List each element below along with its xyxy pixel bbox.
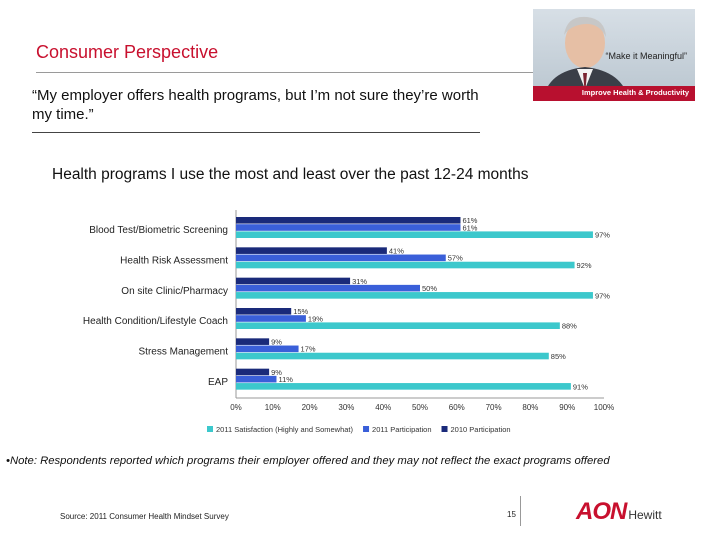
data-label: 97% — [595, 291, 610, 300]
legend-label: 2011 Participation — [372, 425, 431, 434]
source-citation: Source: 2011 Consumer Health Mindset Sur… — [60, 512, 229, 521]
logo-aon-text: AON — [576, 498, 627, 525]
data-label: 61% — [462, 216, 477, 225]
x-tick-label: 0% — [230, 403, 242, 412]
data-label: 85% — [551, 352, 566, 361]
footnote: •Note: Respondents reported which progra… — [6, 455, 610, 467]
bar-2 — [236, 322, 560, 329]
data-label: 19% — [308, 314, 323, 323]
quote-divider — [32, 132, 480, 133]
data-label: 9% — [271, 368, 282, 377]
aon-hewitt-logo: AON Hewitt — [576, 498, 662, 526]
legend-label: 2010 Participation — [451, 425, 511, 434]
bar-2 — [236, 383, 571, 390]
x-tick-label: 100% — [594, 403, 614, 412]
banner-band: Improve Health & Productivity — [533, 86, 695, 101]
data-label: 61% — [462, 223, 477, 232]
x-tick-label: 20% — [302, 403, 318, 412]
category-label: Health Condition/Lifestyle Coach — [83, 316, 228, 327]
bar-2 — [236, 292, 593, 299]
x-tick-label: 40% — [375, 403, 391, 412]
chart-title: Health programs I use the most and least… — [52, 166, 529, 183]
legend-label: 2011 Satisfaction (Highly and Somewhat) — [216, 425, 354, 434]
category-label: On site Clinic/Pharmacy — [121, 286, 228, 297]
logo-hewitt-text: Hewitt — [628, 508, 662, 522]
bar-0 — [236, 338, 270, 345]
bar-1 — [236, 254, 446, 262]
x-tick-label: 60% — [449, 403, 465, 412]
bar-1 — [236, 345, 299, 353]
category-label: Health Risk Assessment — [120, 256, 228, 267]
x-tick-label: 10% — [265, 403, 281, 412]
data-label: 9% — [271, 338, 282, 347]
data-label: 41% — [389, 247, 404, 256]
category-label: Blood Test/Biometric Screening — [89, 225, 228, 236]
data-label: 50% — [422, 284, 437, 293]
x-tick-label: 80% — [522, 403, 538, 412]
consumer-quote: “My employer offers health programs, but… — [32, 87, 479, 123]
category-label: Stress Management — [139, 347, 229, 358]
bar-2 — [236, 231, 593, 238]
legend-swatch — [441, 426, 448, 432]
data-label: 17% — [301, 345, 316, 354]
bar-0 — [236, 368, 270, 376]
page-marker-line — [520, 496, 521, 526]
banner-tagline: “Make it Meaningful” — [605, 51, 687, 61]
bar-1 — [236, 284, 420, 292]
bar-1 — [236, 375, 277, 383]
legend-swatch — [363, 426, 370, 432]
data-label: 92% — [577, 261, 592, 270]
x-tick-label: 50% — [412, 403, 428, 412]
data-label: 88% — [562, 322, 577, 331]
bar-1 — [236, 315, 306, 322]
bar-1 — [236, 224, 461, 231]
legend-swatch — [207, 426, 213, 432]
bar-2 — [236, 261, 575, 269]
photo-banner: “Make it Meaningful” Improve Health & Pr… — [533, 9, 695, 101]
slide-title: Consumer Perspective — [36, 42, 219, 62]
bar-2 — [236, 352, 549, 360]
title-divider — [36, 72, 534, 73]
bar-0 — [236, 277, 351, 285]
data-label: 97% — [595, 231, 610, 240]
x-tick-label: 70% — [486, 403, 502, 412]
data-label: 15% — [293, 307, 308, 316]
bar-0 — [236, 247, 387, 254]
page-number: 15 — [507, 510, 516, 519]
banner-band-text: Improve Health & Productivity — [581, 88, 689, 97]
data-label: 91% — [573, 382, 588, 391]
bar-0 — [236, 308, 292, 315]
data-label: 31% — [352, 277, 367, 286]
x-tick-label: 30% — [338, 403, 354, 412]
bar-0 — [236, 217, 461, 224]
x-tick-label: 90% — [559, 403, 575, 412]
category-label: EAP — [208, 377, 228, 388]
data-label: 11% — [278, 375, 293, 384]
data-label: 57% — [448, 254, 463, 263]
